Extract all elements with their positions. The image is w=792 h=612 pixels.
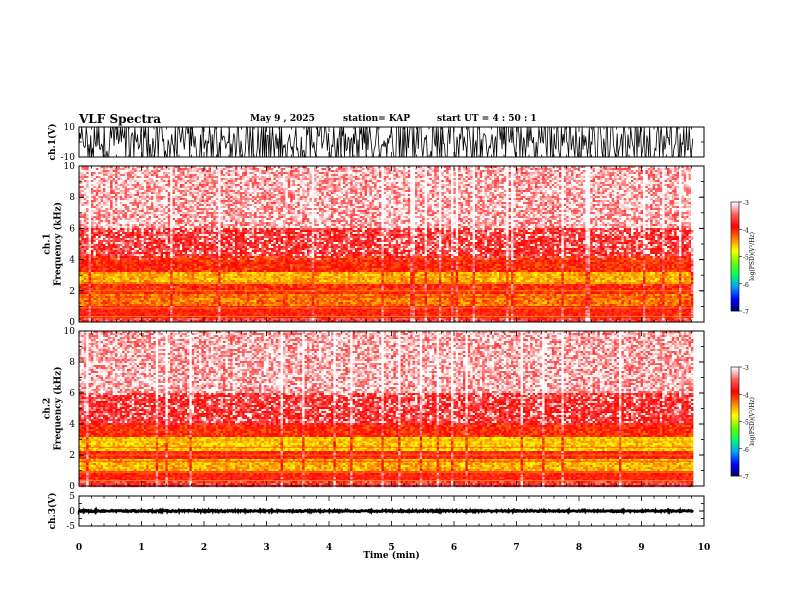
- y-tick-label: 6: [69, 389, 75, 399]
- y-tick-label: 10: [64, 327, 76, 337]
- colorbar-ch1: -7-6-5-4-3: [731, 200, 749, 316]
- y-tick-label: 8: [69, 358, 75, 368]
- y-tick-label: 6: [69, 224, 75, 234]
- ch1-waveform-ylabel-line: ch.1(V): [47, 124, 58, 161]
- ch1-waveform-ylabel: ch.1(V): [47, 124, 58, 161]
- x-tick-label: 2: [201, 543, 207, 553]
- x-tick-label: 0: [76, 543, 82, 553]
- x-axis-label: Time (min): [363, 550, 420, 561]
- y-tick-label: 2: [69, 287, 75, 297]
- ch2-spectrogram-ylabel-line: ch.2: [43, 398, 53, 419]
- colorbar-ch1-label: log(PSD)(V²/Hz): [749, 232, 756, 281]
- ch1-spectrogram-ylabel-line: ch.1: [43, 233, 53, 254]
- y-tick-label: -5: [66, 522, 75, 532]
- colorbar-tick-label: -6: [743, 447, 749, 454]
- y-tick-label: 4: [69, 420, 75, 430]
- y-tick-label: 0: [69, 507, 75, 517]
- y-tick-label: 10: [64, 123, 76, 133]
- x-tick-label: 9: [638, 543, 644, 553]
- colorbar-tick-label: -7: [743, 474, 749, 481]
- y-tick-label: 10: [64, 162, 76, 172]
- colorbar-ch2-label: log(PSD)(V²/Hz): [749, 397, 756, 446]
- ch3-waveform-ylabel: ch.3(V): [47, 493, 58, 530]
- x-tick-label: 7: [513, 543, 519, 553]
- ch3-waveform-ylabel-line: ch.3(V): [47, 493, 58, 530]
- ch3-waveform: -5 0 5: [66, 492, 704, 532]
- colorbar-ch2: -7-6-5-4-3: [731, 365, 749, 481]
- y-tick-label: 4: [69, 256, 75, 266]
- ch1-waveform-trace: [79, 127, 693, 157]
- ch1-spectrogram-ylabel-line: Frequency (kHz): [53, 202, 64, 286]
- x-tick-label: 4: [326, 543, 332, 553]
- ch1-spectrogram-ylabel: ch.1 Frequency (kHz): [43, 202, 64, 286]
- y-tick-label: 2: [69, 451, 75, 461]
- x-tick-label: 1: [138, 543, 144, 553]
- colorbar-label-text: log(PSD)(V²/Hz): [749, 232, 756, 281]
- y-tick-label: 0: [69, 482, 75, 492]
- colorbar-tick-label: -3: [743, 200, 749, 207]
- y-tick-label: 8: [69, 193, 75, 203]
- vlf-figure: -1010ch.1(V)0246810ch.1 Frequency (kHz)02…: [0, 0, 792, 612]
- colorbar-tick-label: -6: [743, 282, 749, 289]
- colorbar-tick-label: -3: [743, 365, 749, 372]
- ch3-waveform-band: [79, 510, 693, 512]
- ch2-spectrogram-ylabel-line: Frequency (kHz): [53, 366, 64, 450]
- x-tick-label: 8: [576, 543, 582, 553]
- ch2-spectrogram-ylabel: ch.2 Frequency (kHz): [43, 366, 64, 450]
- colorbar-label-text: log(PSD)(V²/Hz): [749, 397, 756, 446]
- y-tick-label: 5: [69, 492, 75, 502]
- ch2-spectrogram: 0 2 4 6 8 10: [64, 327, 704, 492]
- x-tick-label: 10: [698, 543, 711, 553]
- x-tick-label: 6: [451, 543, 457, 553]
- x-tick-label: 3: [263, 543, 269, 553]
- colorbar-tick-label: -7: [743, 309, 749, 316]
